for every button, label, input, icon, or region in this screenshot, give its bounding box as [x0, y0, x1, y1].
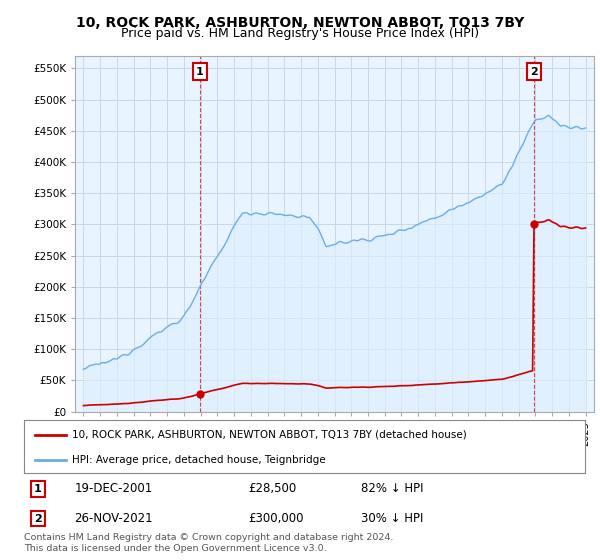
Text: Price paid vs. HM Land Registry's House Price Index (HPI): Price paid vs. HM Land Registry's House …: [121, 27, 479, 40]
Text: 30% ↓ HPI: 30% ↓ HPI: [361, 512, 423, 525]
Text: 10, ROCK PARK, ASHBURTON, NEWTON ABBOT, TQ13 7BY (detached house): 10, ROCK PARK, ASHBURTON, NEWTON ABBOT, …: [71, 430, 466, 440]
Text: 10, ROCK PARK, ASHBURTON, NEWTON ABBOT, TQ13 7BY: 10, ROCK PARK, ASHBURTON, NEWTON ABBOT, …: [76, 16, 524, 30]
Text: HPI: Average price, detached house, Teignbridge: HPI: Average price, detached house, Teig…: [71, 455, 325, 465]
Text: 26-NOV-2021: 26-NOV-2021: [74, 512, 153, 525]
Text: £28,500: £28,500: [248, 482, 296, 495]
Text: 19-DEC-2001: 19-DEC-2001: [74, 482, 153, 495]
Text: 82% ↓ HPI: 82% ↓ HPI: [361, 482, 423, 495]
Text: 1: 1: [34, 484, 42, 494]
Text: Contains HM Land Registry data © Crown copyright and database right 2024.
This d: Contains HM Land Registry data © Crown c…: [24, 533, 394, 553]
Text: 1: 1: [196, 67, 204, 77]
Text: 2: 2: [530, 67, 538, 77]
Text: £300,000: £300,000: [248, 512, 304, 525]
Text: 2: 2: [34, 514, 42, 524]
